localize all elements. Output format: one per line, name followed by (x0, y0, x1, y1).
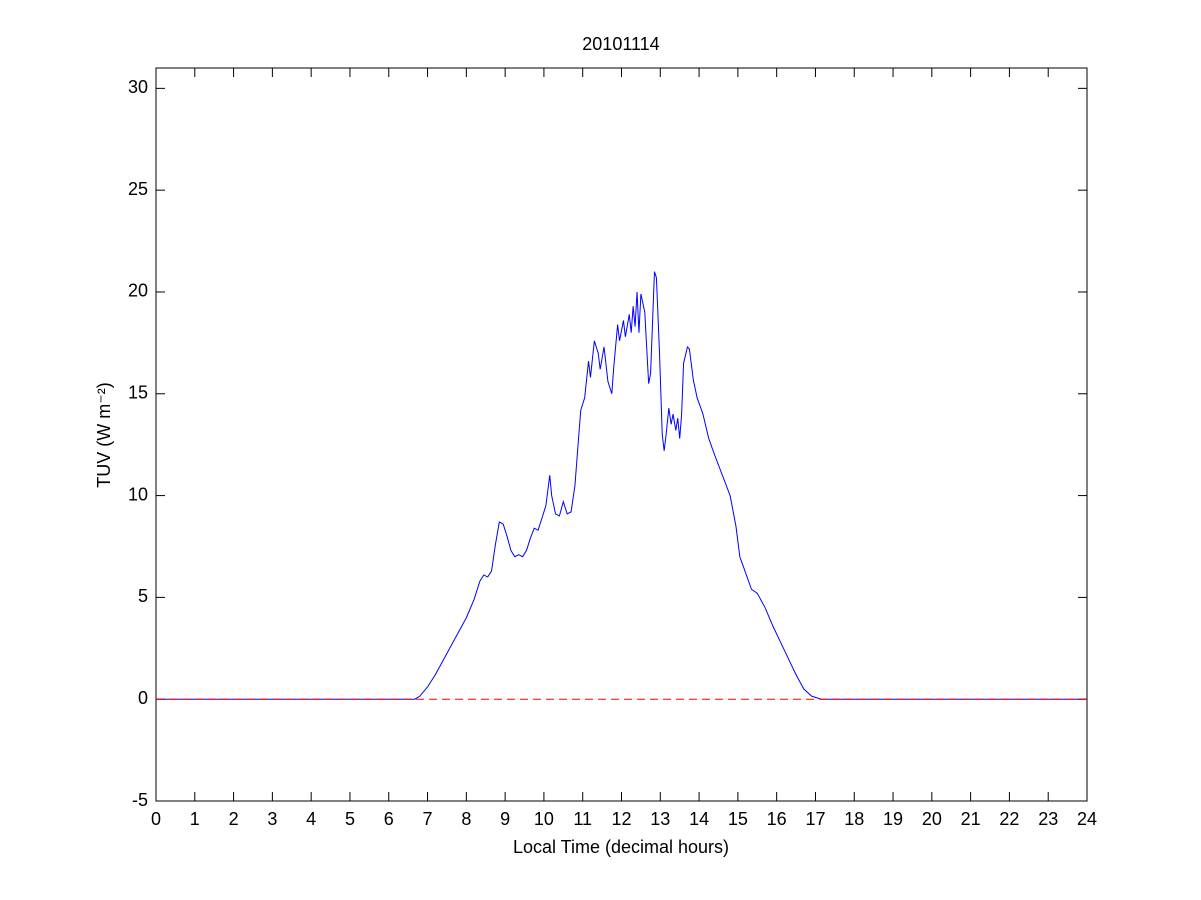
y-tick-label: 30 (128, 77, 148, 97)
x-tick-label: 9 (500, 809, 510, 829)
x-axis-label: Local Time (decimal hours) (513, 837, 729, 857)
x-tick-label: 18 (844, 809, 864, 829)
x-tick-label: 5 (345, 809, 355, 829)
y-axis-label: TUV (W m⁻²) (94, 382, 114, 487)
y-tick-label: 20 (128, 281, 148, 301)
x-tick-label: 15 (728, 809, 748, 829)
x-tick-label: 24 (1077, 809, 1097, 829)
data-line (156, 271, 1087, 700)
plot-frame (155, 67, 1088, 802)
x-tick-label: 3 (267, 809, 277, 829)
x-tick-label: 16 (767, 809, 787, 829)
y-tick-label: 25 (128, 179, 148, 199)
x-tick-label: 20 (922, 809, 942, 829)
x-tick-label: 21 (961, 809, 981, 829)
x-tick-label: 14 (689, 809, 709, 829)
x-tick-label: 22 (999, 809, 1019, 829)
x-tick-label: 4 (306, 809, 316, 829)
x-tick-label: 0 (151, 809, 161, 829)
y-tick-label: 5 (138, 586, 148, 606)
chart-title: 20101114 (582, 34, 659, 54)
y-tick-label: 10 (128, 484, 148, 504)
x-tick-label: 19 (883, 809, 903, 829)
x-tick-label: 6 (384, 809, 394, 829)
x-tick-label: 23 (1038, 809, 1058, 829)
y-tick-label: -5 (132, 790, 148, 810)
x-tick-label: 13 (650, 809, 670, 829)
x-tick-label: 11 (573, 809, 592, 829)
x-tick-label: 2 (229, 809, 239, 829)
x-tick-label: 17 (805, 809, 825, 829)
x-tick-label: 7 (423, 809, 433, 829)
y-tick-label: 15 (128, 383, 148, 403)
x-tick-label: 10 (534, 809, 554, 829)
y-tick-label: 0 (138, 688, 148, 708)
x-tick-label: 12 (611, 809, 631, 829)
x-tick-label: 1 (190, 809, 200, 829)
x-tick-label: 8 (461, 809, 471, 829)
